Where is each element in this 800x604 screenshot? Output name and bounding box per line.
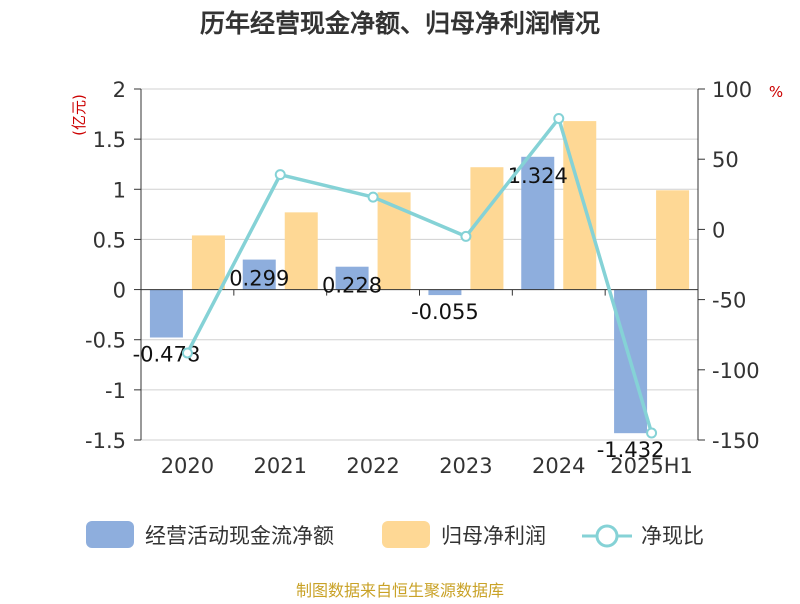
ratio-point <box>460 230 472 242</box>
ratio-point <box>646 427 658 439</box>
bar-net-profit <box>470 167 504 290</box>
legend-swatch-net-profit <box>382 521 430 548</box>
y2-axis-title: % <box>769 83 783 101</box>
legend-label-net-profit: 归母净利润 <box>441 524 546 548</box>
y2-tick-label: -50 <box>712 289 746 313</box>
y2-tick-label: 50 <box>712 148 739 172</box>
x-tick-label: 2021 <box>254 454 307 478</box>
y-tick-label: -1.5 <box>85 429 126 453</box>
ratio-point <box>181 347 193 359</box>
line-layer <box>181 112 658 439</box>
axes: 2 1.5 1 0.5 0 -0.5 -1 -1.5 100 50 0 -50 -100 -150 2020… <box>85 78 760 478</box>
y2-tick-label: 0 <box>712 218 725 242</box>
ratio-point <box>274 169 286 181</box>
y2-tick-label: -100 <box>712 359 760 383</box>
ratio-point <box>367 191 379 203</box>
bar-cash-flow <box>149 289 183 338</box>
x-tick-label: 2020 <box>161 454 214 478</box>
y2-tick-label: 100 <box>712 78 752 102</box>
bar-cash-flow <box>521 156 555 290</box>
bar-value-label: -0.055 <box>411 300 479 324</box>
x-tick-label: 2023 <box>439 454 492 478</box>
y-tick-label: 2 <box>113 78 126 102</box>
bar-net-profit <box>191 235 225 290</box>
y-tick-label: 0 <box>113 279 126 303</box>
bar-cash-flow <box>428 289 462 296</box>
chart-title: 历年经营现金净额、归母净利润情况 <box>200 9 600 38</box>
source-note: 制图数据来自恒生聚源数据库 <box>296 581 504 600</box>
bar-value-label: 0.299 <box>229 267 289 291</box>
bar-value-label: -1.432 <box>597 438 665 462</box>
legend-label-cash-flow: 经营活动现金流净额 <box>145 524 334 548</box>
y-tick-label: 1.5 <box>93 128 126 152</box>
y-axis-title: (亿元) <box>70 94 88 136</box>
legend-swatch-ratio-marker <box>595 524 619 548</box>
legend-label-ratio: 净现比 <box>641 524 704 548</box>
bar-net-profit <box>656 190 690 290</box>
bar-value-label: 1.324 <box>508 164 568 188</box>
bar-net-profit <box>284 212 318 290</box>
y-tick-label: -0.5 <box>85 329 126 353</box>
y-tick-label: 1 <box>113 178 126 202</box>
legend: 经营活动现金流净额 归母净利润 净现比 <box>86 521 704 548</box>
ratio-point <box>553 112 565 124</box>
legend-swatch-cash-flow <box>86 521 134 548</box>
bar-value-label: 0.228 <box>322 274 382 298</box>
y2-tick-label: -150 <box>712 429 760 453</box>
x-tick-label: 2022 <box>346 454 399 478</box>
y-tick-label: 0.5 <box>93 228 126 252</box>
bar-cash-flow <box>242 259 276 290</box>
y-tick-label: -1 <box>105 379 126 403</box>
ratio-line <box>185 116 654 434</box>
x-tick-label: 2024 <box>532 454 585 478</box>
bar-cash-flow <box>335 266 369 290</box>
grid-lines <box>141 88 698 441</box>
bar-net-profit <box>377 192 411 290</box>
x-tick-label: 2025H1 <box>610 454 693 478</box>
